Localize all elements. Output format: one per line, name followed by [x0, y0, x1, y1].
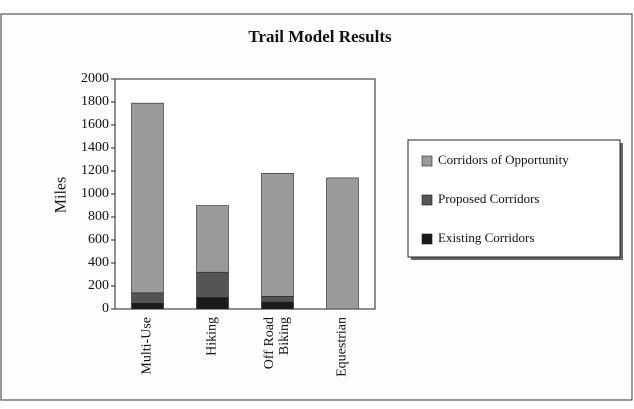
chart-title: Trail Model Results — [248, 27, 392, 46]
bar-segment — [261, 296, 294, 303]
legend — [407, 139, 621, 258]
y-tick-label: 1400 — [81, 140, 109, 155]
bar-segment — [131, 292, 164, 304]
y-axis-label: Miles — [53, 177, 70, 213]
legend-label: Existing Corridors — [438, 230, 534, 245]
y-tick-label: 600 — [88, 232, 109, 247]
x-tick-label: Equestrian — [335, 317, 350, 377]
x-tick-label: Off RoadBiking — [262, 317, 292, 369]
x-tick-label: Multi-Use — [140, 317, 155, 375]
y-tick-label: 1000 — [81, 186, 109, 201]
y-tick-label: 0 — [102, 301, 109, 316]
y-tick-label: 800 — [88, 209, 109, 224]
legend-label: Corridors of Opportunity — [438, 152, 569, 167]
legend-swatch — [421, 233, 433, 245]
legend-swatch — [421, 155, 433, 167]
legend-swatch — [421, 194, 433, 206]
bar-segment — [261, 173, 294, 297]
bar-segment — [196, 205, 229, 273]
y-tick-label: 1200 — [81, 163, 109, 178]
x-tick-label: Hiking — [205, 317, 220, 356]
bar-segment — [261, 301, 294, 310]
y-tick-label: 400 — [88, 255, 109, 270]
bar-segment — [196, 271, 229, 298]
y-tick-label: 1600 — [81, 117, 109, 132]
bar-segment — [131, 302, 164, 310]
bar-segment — [326, 177, 359, 310]
y-tick-label: 1800 — [81, 94, 109, 109]
bar-segment — [196, 297, 229, 310]
y-tick-label: 2000 — [81, 71, 109, 86]
legend-label: Proposed Corridors — [438, 191, 539, 206]
y-tick-label: 200 — [88, 278, 109, 293]
bar-segment — [131, 102, 164, 294]
